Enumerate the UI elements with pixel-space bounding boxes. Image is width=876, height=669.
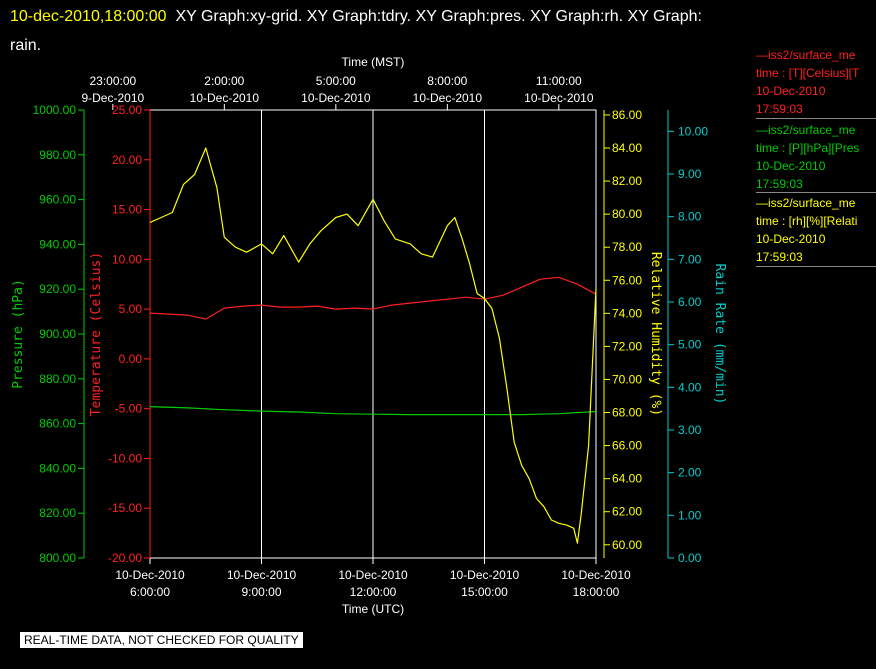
bottom-tick-label-time: 12:00:00 xyxy=(350,585,397,599)
bottom-tick-label-date: 10-Dec-2010 xyxy=(115,568,185,582)
y-tick-label-rain: 10.00 xyxy=(678,124,708,138)
y-tick-label-rh: 78.00 xyxy=(612,240,642,254)
quality-disclaimer: REAL-TIME DATA, NOT CHECKED FOR QUALITY xyxy=(20,632,303,648)
y-tick-label-rh: 62.00 xyxy=(612,505,642,519)
y-tick-label-pres: 920.00 xyxy=(39,282,76,296)
y-tick-label-pres: 1000.00 xyxy=(33,103,77,117)
y-tick-label-temp: 20.00 xyxy=(112,153,142,167)
y-tick-label-temp: 25.00 xyxy=(112,103,142,117)
legend-series-date: 10-Dec-2010 xyxy=(756,232,826,246)
bottom-tick-label-time: 18:00:00 xyxy=(573,585,620,599)
top-tick-label-time: 11:00:00 xyxy=(536,74,582,88)
legend-divider xyxy=(756,192,876,193)
legend-entry-pressure: —iss2/surface_me time : [P][hPa][Pres 10… xyxy=(756,121,876,193)
bottom-tick-label-date: 10-Dec-2010 xyxy=(338,568,408,582)
y-tick-label-rain: 5.00 xyxy=(678,338,702,352)
y-tick-label-rain: 3.00 xyxy=(678,423,702,437)
top-tick-label-date: 10-Dec-2010 xyxy=(524,91,594,105)
y-tick-label-rh: 70.00 xyxy=(612,372,642,386)
y-tick-label-temp: 10.00 xyxy=(112,252,142,266)
y-tick-label-pres: 820.00 xyxy=(39,506,76,520)
series-line-pres xyxy=(149,406,597,416)
legend-series-time: 17:59:03 xyxy=(756,177,803,191)
bottom-tick-label-date: 10-Dec-2010 xyxy=(450,568,520,582)
timestamp: 10-dec-2010,18:00:00 xyxy=(10,8,167,25)
legend-series-units: time : [rh][%][Relati xyxy=(756,214,858,228)
y-tick-label-rh: 72.00 xyxy=(612,339,642,353)
y-tick-label-rh: 76.00 xyxy=(612,273,642,287)
legend-divider xyxy=(756,118,876,119)
y-tick-label-rain: 6.00 xyxy=(678,295,702,309)
y-tick-label-rain: 7.00 xyxy=(678,252,702,266)
y-tick-label-temp: -15.00 xyxy=(108,501,142,515)
y-tick-label-rain: 8.00 xyxy=(678,210,702,224)
legend-series-time: 17:59:03 xyxy=(756,102,803,116)
bottom-tick-label-date: 10-Dec-2010 xyxy=(227,568,297,582)
bottom-tick-label-time: 9:00:00 xyxy=(241,585,281,599)
y-tick-label-pres: 940.00 xyxy=(39,237,76,251)
series-line-temp xyxy=(149,276,597,320)
y-tick-label-temp: -20.00 xyxy=(108,551,142,565)
y-tick-label-pres: 800.00 xyxy=(39,551,76,565)
top-tick-label-date: 10-Dec-2010 xyxy=(413,91,483,105)
top-tick-label-time: 2:00:00 xyxy=(204,74,244,88)
bottom-tick-label-time: 6:00:00 xyxy=(130,585,170,599)
top-tick-label-date: 10-Dec-2010 xyxy=(190,91,260,105)
bottom-axis-title: Time (UTC) xyxy=(342,602,404,616)
y-tick-label-pres: 860.00 xyxy=(39,417,76,431)
y-tick-label-temp: -5.00 xyxy=(115,402,143,416)
legend-series-units: time : [P][hPa][Pres xyxy=(756,141,860,155)
y-tick-label-rh: 64.00 xyxy=(612,472,642,486)
y-tick-label-rh: 66.00 xyxy=(612,439,642,453)
legend-series-date: 10-Dec-2010 xyxy=(756,84,826,98)
y-axis-title-rain: Rain Rate (mm/min) xyxy=(712,264,727,405)
y-tick-label-rh: 80.00 xyxy=(612,207,642,221)
y-tick-label-rh: 84.00 xyxy=(612,141,642,155)
bottom-tick-label-date: 10-Dec-2010 xyxy=(561,568,631,582)
y-tick-label-temp: -10.00 xyxy=(108,451,142,465)
y-tick-label-rain: 9.00 xyxy=(678,167,702,181)
y-tick-label-rain: 0.00 xyxy=(678,551,702,565)
top-tick-label-date: 9-Dec-2010 xyxy=(81,91,144,105)
legend-series-name: —iss2/surface_me xyxy=(756,48,856,62)
y-tick-label-pres: 880.00 xyxy=(39,372,76,386)
chart-header: 10-dec-2010,18:00:00 XY Graph:xy-grid. X… xyxy=(10,2,866,60)
y-tick-label-pres: 840.00 xyxy=(39,461,76,475)
legend-series-date: 10-Dec-2010 xyxy=(756,159,826,173)
legend-series-units: time : [T][Celsius][T xyxy=(756,66,860,80)
y-tick-label-rain: 4.00 xyxy=(678,380,702,394)
top-tick-label-date: 10-Dec-2010 xyxy=(301,91,371,105)
top-axis-title: Time (MST) xyxy=(342,55,405,69)
top-tick-label-time: 8:00:00 xyxy=(427,74,467,88)
y-tick-label-temp: 5.00 xyxy=(119,302,143,316)
legend-series-name: —iss2/surface_me xyxy=(756,123,856,137)
top-tick-label-time: 23:00:00 xyxy=(89,74,136,88)
series-line-rh xyxy=(149,147,597,544)
graph-titles: XY Graph:xy-grid. XY Graph:tdry. XY Grap… xyxy=(175,8,702,25)
y-tick-label-rh: 86.00 xyxy=(612,108,642,122)
y-axis-title-pres: Pressure (hPa) xyxy=(11,279,26,389)
y-tick-label-temp: 15.00 xyxy=(112,203,142,217)
legend-entry-humidity: —iss2/surface_me time : [rh][%][Relati 1… xyxy=(756,194,876,266)
y-tick-label-rain: 2.00 xyxy=(678,466,702,480)
y-tick-label-pres: 900.00 xyxy=(39,327,76,341)
y-tick-label-temp: 0.00 xyxy=(119,352,143,366)
legend-divider xyxy=(756,266,876,267)
y-tick-label-rh: 60.00 xyxy=(612,538,642,552)
y-axis-title-rh: Relative Humidity (%) xyxy=(648,252,663,416)
y-axis-title-temp: Temperature (Celsius) xyxy=(89,252,104,416)
y-tick-label-pres: 980.00 xyxy=(39,148,76,162)
y-tick-label-rh: 68.00 xyxy=(612,406,642,420)
legend-series-time: 17:59:03 xyxy=(756,250,803,264)
y-tick-label-rh: 74.00 xyxy=(612,306,642,320)
graph-titles-cont: rain. xyxy=(10,37,42,54)
legend-entry-temperature: —iss2/surface_me time : [T][Celsius][T 1… xyxy=(756,46,876,118)
bottom-tick-label-time: 15:00:00 xyxy=(461,585,508,599)
y-tick-label-pres: 960.00 xyxy=(39,193,76,207)
top-tick-label-time: 5:00:00 xyxy=(316,74,356,88)
y-tick-label-rh: 82.00 xyxy=(612,174,642,188)
legend-series-name: —iss2/surface_me xyxy=(756,196,856,210)
y-tick-label-rain: 1.00 xyxy=(678,508,702,522)
